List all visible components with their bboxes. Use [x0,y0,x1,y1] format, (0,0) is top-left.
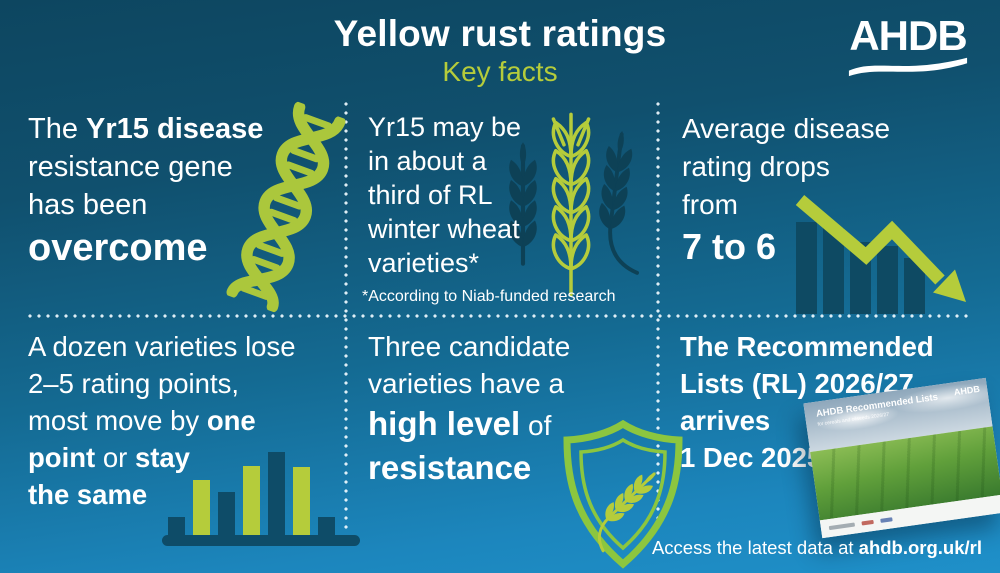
ahdb-wave-icon [848,57,968,77]
rl-book-cover: AHDB Recommended Lists for cereals and o… [803,377,1000,539]
wheat-ear-right-icon [597,131,640,275]
gene-line4: overcome [28,227,208,269]
panel-varieties-text: A dozen varieties lose 2–5 rating points… [28,331,296,510]
footer-url-line: Access the latest data at ahdb.org.uk/rl [652,537,982,559]
panel-prevalence-text: Yr15 may be in about a third of RL winte… [368,112,522,278]
gene-line3: has been [28,189,148,221]
panel-candidates-text: Three candidate varieties have a high le… [368,331,571,486]
rating-values: 7 to 6 [682,226,777,267]
ahdb-logo-text: AHDB [849,12,967,59]
gene-line1: The [28,113,87,145]
bar-chart-icon [162,452,360,546]
ahdb-logo: AHDB [842,12,974,78]
wheat-ear-middle-icon [551,112,591,297]
wheat-sprig-icon [597,472,656,553]
wheat-ear-left-icon [509,142,537,266]
page-title: Yellow rust ratings [333,13,667,54]
page-subtitle: Key facts [442,56,558,87]
partner-logo [828,522,856,531]
partner-logo [880,517,893,524]
dna-helix-icon [226,101,346,313]
gene-line2: resistance gene [28,151,233,183]
partner-logo [861,520,874,526]
footer-prefix: Access the latest data at [651,537,859,558]
declining-chart-arrow-icon [795,195,966,314]
footnote: *According to Niab-funded research [362,288,616,305]
footer-url: ahdb.org.uk/rl [858,537,982,558]
shield-wheat-icon [563,419,683,569]
horizontal-divider [28,314,970,318]
panel-rating-text: Average disease rating drops from 7 to 6 [682,110,890,270]
rl-date: 1 Dec 2025 [680,442,823,473]
panel-gene-text: The Yr15 disease resistance gene has bee… [28,110,263,272]
